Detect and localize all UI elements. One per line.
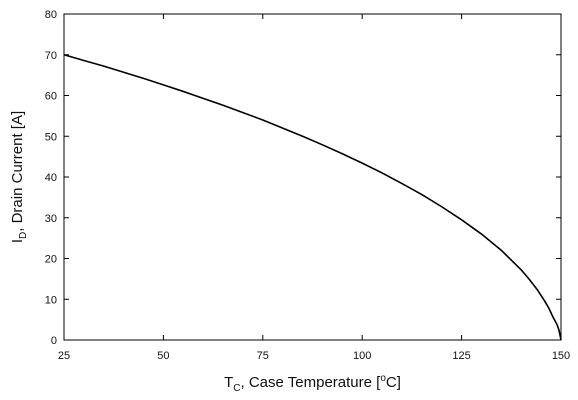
y-tick-label: 80 xyxy=(45,9,57,21)
y-tick-label: 0 xyxy=(51,335,57,347)
x-tick-label: 75 xyxy=(257,350,269,362)
series-line xyxy=(63,53,562,341)
x-tick-label: 150 xyxy=(552,350,570,362)
y-tick-label: 70 xyxy=(45,50,57,62)
x-axis-label: TC, Case Temperature [oC] xyxy=(224,373,401,394)
y-tick-label: 20 xyxy=(45,254,57,266)
x-tick-label: 100 xyxy=(353,350,371,362)
y-tick-label: 50 xyxy=(45,131,57,143)
x-tick-label: 125 xyxy=(452,350,470,362)
plot-frame xyxy=(63,13,562,341)
y-axis-ticks: 0 10 20 30 40 50 60 70 80 xyxy=(45,9,561,347)
x-axis-ticks: 25 50 75 100 125 150 xyxy=(58,14,570,362)
x-tick-label: 25 xyxy=(58,350,70,362)
y-tick-label: 40 xyxy=(45,172,57,184)
x-tick-label: 50 xyxy=(157,350,169,362)
y-tick-label: 10 xyxy=(45,294,57,306)
y-tick-label: 30 xyxy=(45,213,57,225)
y-axis-label: ID, Drain Current [A] xyxy=(9,111,29,243)
y-tick-label: 60 xyxy=(45,91,57,103)
series-layer xyxy=(63,53,562,341)
